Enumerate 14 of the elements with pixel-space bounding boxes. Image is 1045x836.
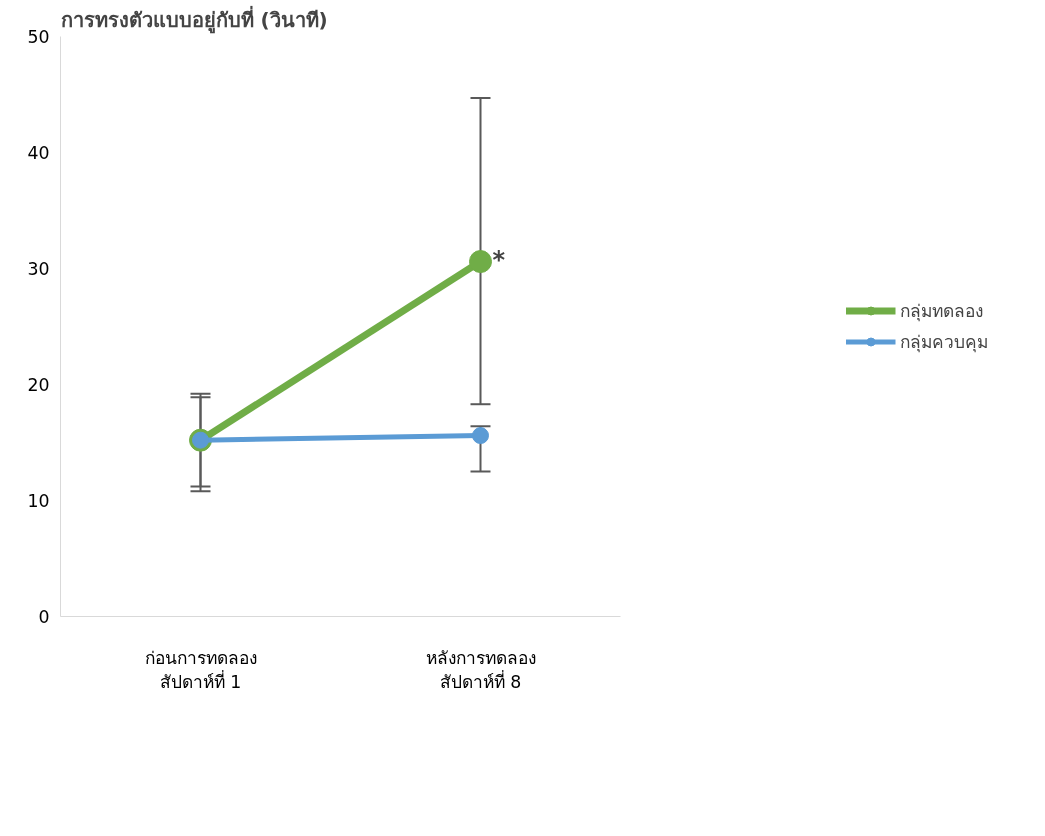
y-tick-label: 0	[38, 607, 50, 627]
y-tick-label: 30	[27, 259, 50, 279]
y-tick-label: 50	[27, 27, 50, 47]
annotation: *	[492, 245, 506, 274]
legend-label: กลุ่มควบคุม	[900, 330, 988, 355]
x-tick-label: หลังการทดลอง สัปดาห์ที่ 8	[425, 647, 536, 692]
y-tick-label: 10	[27, 491, 50, 511]
y-tick-label: 20	[27, 375, 50, 395]
y-tick-label: 40	[27, 143, 50, 163]
chart-title: การทรงตัวแบบอยู่กับที่ (วินาที)	[60, 4, 328, 34]
x-tick-label: ก่อนการทดลอง สัปดาห์ที่ 1	[144, 647, 257, 692]
point	[472, 427, 489, 445]
legend-label: กลุ่มทดลอง	[900, 299, 983, 324]
point	[469, 250, 492, 274]
